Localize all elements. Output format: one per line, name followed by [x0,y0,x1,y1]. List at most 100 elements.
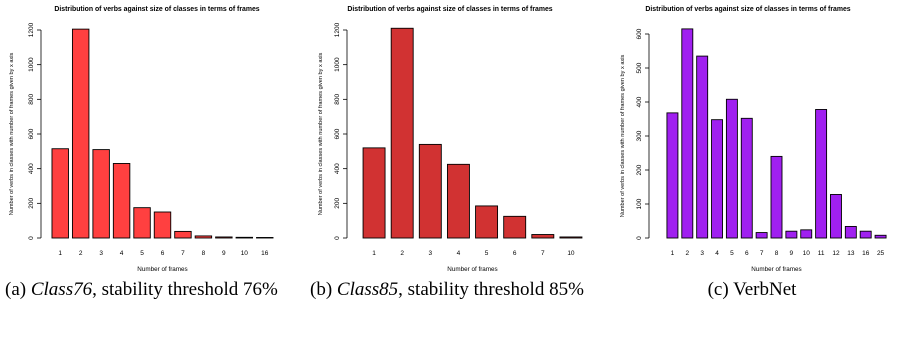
bar [362,147,386,239]
x-tick-label: 10 [241,250,249,257]
x-tick-label: 8 [775,250,779,257]
y-tick-label: 100 [636,198,643,209]
x-tick-label: 16 [862,250,870,257]
x-tick-label: 3 [428,250,432,257]
figure-caption-c: (c) VerbNet [605,279,899,301]
y-tick-label: 800 [28,94,35,105]
caption-class-name: Class85 [336,279,399,300]
figure-caption-a: (a) Class76, stability threshold 76% [5,279,305,301]
caption-text: , stability threshold 85% [398,279,584,300]
caption-label: (c) [707,279,734,300]
x-axis-label: Number of frames [447,266,497,273]
x-tick-label: 6 [513,250,517,257]
chart-title: Distribution of verbs against size of cl… [54,6,259,13]
y-tick-label: 300 [636,130,643,141]
y-tick-label: 200 [636,164,643,175]
bar [92,149,110,239]
x-tick-label: 5 [485,250,489,257]
bar-chart-class85: Distribution of verbs against size of cl… [318,6,583,273]
chart-title: Distribution of verbs against size of cl… [347,6,552,13]
y-tick-label: 400 [334,163,341,174]
bar [194,235,213,239]
chart-title: Distribution of verbs against size of cl… [645,6,850,13]
bar [740,117,753,239]
x-tick-label: 2 [79,250,83,257]
figure-caption-b: (b) Class85, stability threshold 85% [310,279,602,301]
bar [696,55,709,239]
bar [174,230,192,239]
y-axis-label: Number of verbs in classes with number o… [318,53,324,216]
caption-label: (b) [310,279,337,300]
bar [215,236,233,239]
x-tick-label: 25 [877,250,885,257]
y-tick-label: 400 [28,163,35,174]
y-tick-label: 200 [28,198,35,209]
y-tick-label: 0 [28,236,35,240]
bar [755,232,768,239]
bar [681,28,694,239]
x-tick-label: 7 [760,250,764,257]
y-tick-label: 500 [636,62,643,73]
x-tick-label: 1 [58,250,62,257]
bar [800,229,813,239]
bar [475,205,499,239]
x-tick-label: 4 [457,250,461,257]
y-tick-label: 600 [28,128,35,139]
y-tick-label: 400 [636,96,643,107]
caption-class-name: Class76 [30,279,93,300]
caption-label: (a) [5,279,31,300]
x-tick-label: 12 [832,250,840,257]
x-tick-label: 2 [685,250,689,257]
x-tick-label: 16 [261,250,269,257]
bar [559,236,583,239]
bar [446,163,470,239]
bar [770,155,783,239]
x-tick-label: 13 [847,250,855,257]
y-tick-label: 600 [334,128,341,139]
bar [725,98,738,239]
x-tick-label: 6 [745,250,749,257]
x-tick-label: 3 [99,250,103,257]
x-tick-label: 7 [181,250,185,257]
bar [711,119,723,239]
x-tick-label: 5 [730,250,734,257]
bar [235,236,254,239]
y-axis-label: Number of verbs in classes with number o… [620,55,626,218]
bar [71,28,90,239]
x-tick-label: 6 [161,250,165,257]
caption-text: VerbNet [733,279,797,300]
x-tick-label: 10 [803,250,811,257]
y-tick-label: 0 [636,236,643,240]
bar [830,194,842,239]
x-tick-label: 1 [372,250,376,257]
x-tick-label: 4 [120,250,124,257]
y-tick-label: 1000 [334,57,341,72]
chart-panel-class76: Distribution of verbs against size of cl… [0,0,305,345]
x-tick-label: 11 [818,250,825,257]
bar [859,230,872,239]
x-tick-label: 4 [715,250,719,257]
y-tick-label: 200 [334,198,341,209]
bar [112,163,131,239]
bar [133,207,151,239]
bar [503,215,527,239]
x-tick-label: 7 [541,250,545,257]
x-tick-label: 1 [671,250,675,257]
x-tick-label: 2 [400,250,404,257]
y-axis-label: Number of verbs in classes with number o… [9,53,15,216]
bar-chart-verbnet: Distribution of verbs against size of cl… [620,6,887,273]
y-tick-label: 1200 [334,22,341,37]
x-tick-label: 10 [567,250,575,257]
bar [153,211,172,239]
y-tick-label: 800 [334,94,341,105]
x-tick-label: 9 [790,250,794,257]
bar [666,112,679,239]
bar [815,109,828,239]
bar [844,225,857,239]
x-tick-label: 9 [222,250,226,257]
x-tick-label: 8 [202,250,206,257]
bar [531,234,555,239]
chart-panel-class85: Distribution of verbs against size of cl… [305,0,605,345]
chart-panel-verbnet: Distribution of verbs against size of cl… [605,0,899,345]
bar [785,230,798,239]
